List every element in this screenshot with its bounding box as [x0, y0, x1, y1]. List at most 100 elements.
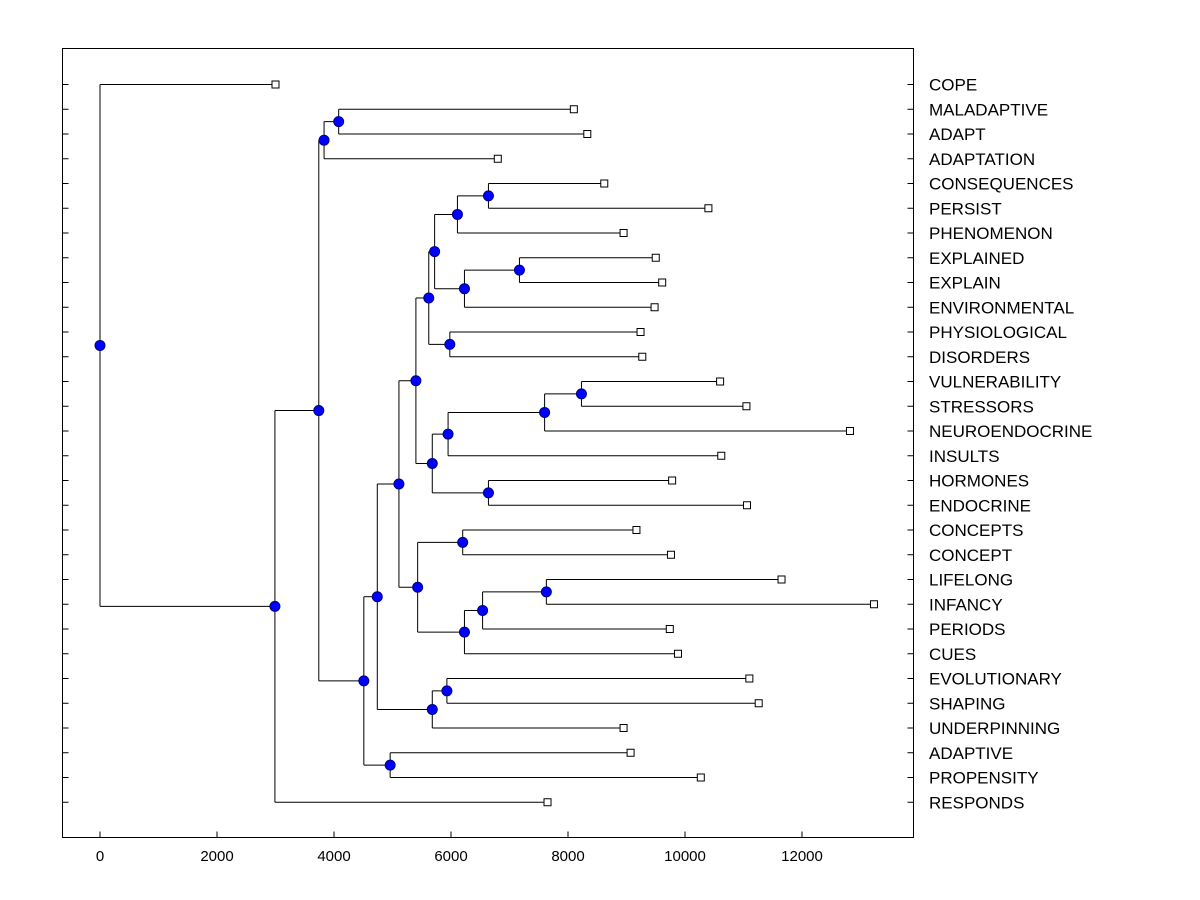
x-tick-label: 10000 [664, 848, 706, 865]
node-marker-n24 [371, 591, 383, 603]
leaf-label-cope: COPE [929, 76, 977, 95]
leaf-marker-explained [651, 253, 660, 262]
leaf-label-infancy: INFANCY [929, 595, 1003, 614]
leaf-marker-concept [666, 550, 675, 559]
node-marker-n11 [539, 406, 551, 418]
axis-ticks [62, 84, 914, 838]
leaf-marker-propensity [696, 773, 705, 782]
leaf-marker-persist [704, 204, 713, 213]
leaf-marker-responds [543, 798, 552, 807]
node-marker-n3 [482, 190, 494, 202]
leaf-label-responds: RESPONDS [929, 793, 1024, 812]
leaf-marker-neuroendocrine [845, 427, 854, 435]
node-marker-n6 [458, 283, 470, 295]
leaf-label-adapt: ADAPT [929, 125, 986, 144]
leaf-label-adaptation: ADAPTATION [929, 150, 1035, 169]
leaf-marker-infancy [869, 600, 878, 609]
node-marker-n4 [451, 208, 463, 220]
leaf-marker-adaptive [626, 748, 635, 757]
leaf-label-endocrine: ENDOCRINE [929, 496, 1031, 515]
node-marker-n28 [269, 600, 281, 612]
leaf-marker-periods [665, 625, 674, 633]
node-marker-n15 [410, 375, 422, 387]
node-marker-n23 [426, 703, 438, 715]
leaf-marker-physiological [636, 328, 645, 336]
leaf-label-explained: EXPLAINED [929, 249, 1024, 268]
node-marker-n22 [441, 685, 453, 697]
x-tick-label: 12000 [781, 848, 823, 865]
leaf-label-stressors: STRESSORS [929, 397, 1034, 416]
node-marker-n7 [429, 246, 441, 258]
leaf-label-disorders: DISORDERS [929, 348, 1030, 367]
leaf-marker-evolutionary [745, 674, 754, 683]
leaf-marker-shaping [754, 699, 763, 708]
leaf-label-periods: PERIODS [929, 620, 1006, 639]
node-markers [94, 116, 587, 771]
leaf-marker-adapt [583, 130, 592, 138]
node-marker-n26 [358, 675, 370, 687]
node-marker-n17 [540, 586, 552, 598]
leaf-label-adaptive: ADAPTIVE [929, 744, 1013, 763]
x-tick-label: 2000 [200, 848, 233, 865]
x-tick-label: 4000 [317, 848, 350, 865]
node-marker-n1 [333, 116, 345, 128]
leaf-label-explain: EXPLAIN [929, 274, 1001, 293]
leaf-label-underpinning: UNDERPINNING [929, 719, 1060, 738]
leaf-label-propensity: PROPENSITY [929, 769, 1039, 788]
leaf-label-evolutionary: EVOLUTIONARY [929, 670, 1062, 689]
leaf-label-phenomenon: PHENOMENON [929, 224, 1053, 243]
node-marker-n9 [423, 292, 435, 304]
node-marker-n12 [442, 428, 454, 440]
node-marker-n10 [575, 388, 587, 400]
node-marker-n27 [313, 405, 325, 417]
node-marker-n8 [444, 338, 456, 350]
leaf-marker-stressors [742, 402, 751, 411]
node-marker-n2 [318, 134, 330, 146]
leaf-labels: COPE MALADAPTIVE ADAPT ADAPTATION CONSEQUENC… [929, 76, 1092, 813]
node-marker-n25 [384, 759, 396, 771]
leaf-label-neuroendocrine: NEUROENDOCRINE [929, 422, 1092, 441]
leaf-label-environmental: ENVIRONMENTAL [929, 298, 1074, 317]
leaf-marker-vulnerability [716, 377, 725, 386]
leaf-marker-consequences [600, 179, 609, 188]
leaf-label-cues: CUES [929, 645, 976, 664]
x-tick-label: 0 [96, 848, 104, 865]
node-marker-n20 [412, 581, 424, 593]
leaf-marker-adaptation [493, 154, 502, 163]
leaf-marker-insults [717, 451, 726, 460]
leaf-marker-environmental [650, 303, 659, 312]
node-marker-n21 [393, 478, 405, 490]
node-marker-n18 [477, 604, 489, 616]
leaf-markers [271, 80, 878, 807]
leaf-label-persist: PERSIST [929, 199, 1002, 218]
leaf-marker-lifelong [777, 575, 786, 584]
node-marker-n13 [482, 487, 494, 499]
leaf-marker-disorders [638, 352, 647, 361]
leaf-label-insults: INSULTS [929, 447, 1000, 466]
plot-frame [62, 48, 914, 838]
leaf-marker-phenomenon [619, 229, 628, 237]
node-marker-n14 [426, 457, 438, 469]
x-tick-labels: 0 2000 4000 6000 8000 10000 12000 [96, 848, 823, 865]
leaf-marker-underpinning [619, 724, 628, 732]
leaf-marker-explain [658, 278, 667, 287]
leaf-label-physiological: PHYSIOLOGICAL [929, 323, 1067, 342]
leaf-label-lifelong: LIFELONG [929, 571, 1013, 590]
leaf-label-vulnerability: VULNERABILITY [929, 373, 1061, 392]
leaf-marker-endocrine [743, 501, 752, 510]
node-marker-n5 [513, 264, 525, 276]
leaf-marker-maladaptive [569, 105, 578, 114]
node-marker-n29 [94, 339, 106, 351]
leaf-marker-cues [673, 649, 682, 658]
leaf-marker-cope [271, 80, 280, 89]
node-marker-n16 [457, 536, 469, 548]
leaf-label-concept: CONCEPT [929, 546, 1012, 565]
leaf-label-concepts: CONCEPTS [929, 521, 1023, 540]
x-tick-label: 6000 [434, 848, 467, 865]
leaf-label-hormones: HORMONES [929, 472, 1029, 491]
node-marker-n19 [458, 626, 470, 638]
leaf-label-maladaptive: MALADAPTIVE [929, 100, 1048, 119]
leaf-marker-concepts [632, 526, 641, 534]
leaf-label-shaping: SHAPING [929, 694, 1006, 713]
leaf-label-consequences: CONSEQUENCES [929, 175, 1074, 194]
